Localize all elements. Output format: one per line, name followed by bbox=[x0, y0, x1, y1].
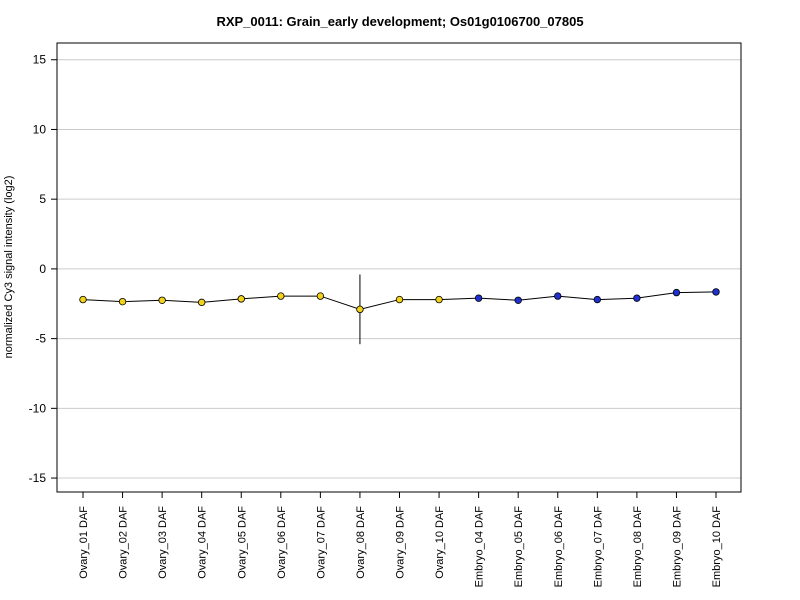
x-tick-label: Embryo_05 DAF bbox=[513, 506, 525, 588]
y-tick-label: 5 bbox=[39, 192, 46, 206]
data-series bbox=[79, 274, 720, 345]
data-point bbox=[158, 296, 166, 304]
x-tick-label: Ovary_07 DAF bbox=[315, 506, 327, 579]
data-point bbox=[554, 292, 562, 300]
grid-lines bbox=[57, 59, 741, 479]
data-point bbox=[395, 295, 404, 304]
y-axis-label: normalized Cy3 signal intensity (log2) bbox=[3, 176, 15, 359]
data-point bbox=[356, 305, 364, 314]
y-tick-label: 10 bbox=[33, 122, 47, 136]
x-tick-label: Ovary_02 DAF bbox=[118, 506, 130, 579]
x-tick-label: Ovary_06 DAF bbox=[276, 506, 288, 579]
data-point bbox=[593, 295, 602, 304]
plot-frame bbox=[56, 42, 742, 493]
x-tick-label: Embryo_09 DAF bbox=[671, 506, 683, 588]
y-tick-label: 15 bbox=[33, 53, 47, 67]
x-tick-label: Embryo_07 DAF bbox=[592, 506, 604, 588]
y-axis: -15 -10 -5 0 5 10 15 bbox=[29, 53, 57, 485]
data-point bbox=[712, 288, 720, 296]
y-tick-label: -10 bbox=[29, 401, 47, 415]
x-tick-label: Ovary_08 DAF bbox=[355, 506, 367, 579]
x-tick-label: Ovary_03 DAF bbox=[157, 506, 169, 579]
data-point bbox=[118, 297, 127, 306]
x-tick-label: Embryo_08 DAF bbox=[632, 506, 644, 588]
data-point bbox=[197, 298, 206, 307]
y-tick-label: -5 bbox=[35, 332, 46, 346]
y-tick-label: -15 bbox=[29, 471, 47, 485]
x-tick-label: Ovary_10 DAF bbox=[434, 506, 446, 579]
data-point bbox=[633, 294, 641, 302]
chart-title: RXP_0011: Grain_early development; Os01g… bbox=[216, 14, 583, 29]
x-tick-label: Ovary_09 DAF bbox=[395, 506, 407, 579]
data-point bbox=[79, 295, 87, 304]
x-tick-label: Embryo_10 DAF bbox=[711, 506, 723, 588]
x-tick-label: Ovary_01 DAF bbox=[78, 506, 90, 579]
y-tick-label: 0 bbox=[39, 262, 46, 276]
data-point bbox=[672, 288, 681, 297]
data-point bbox=[277, 292, 285, 300]
data-point bbox=[316, 292, 325, 300]
x-axis: Ovary_01 DAF Ovary_02 DAF Ovary_03 DAF Ovar… bbox=[78, 492, 723, 587]
x-tick-label: Ovary_04 DAF bbox=[197, 506, 209, 579]
x-tick-label: Ovary_05 DAF bbox=[236, 506, 248, 579]
x-tick-label: Embryo_04 DAF bbox=[474, 506, 486, 588]
data-point bbox=[237, 295, 245, 303]
data-point bbox=[514, 296, 522, 304]
x-tick-label: Embryo_06 DAF bbox=[553, 506, 565, 588]
data-point bbox=[435, 295, 443, 304]
data-point bbox=[474, 294, 483, 302]
